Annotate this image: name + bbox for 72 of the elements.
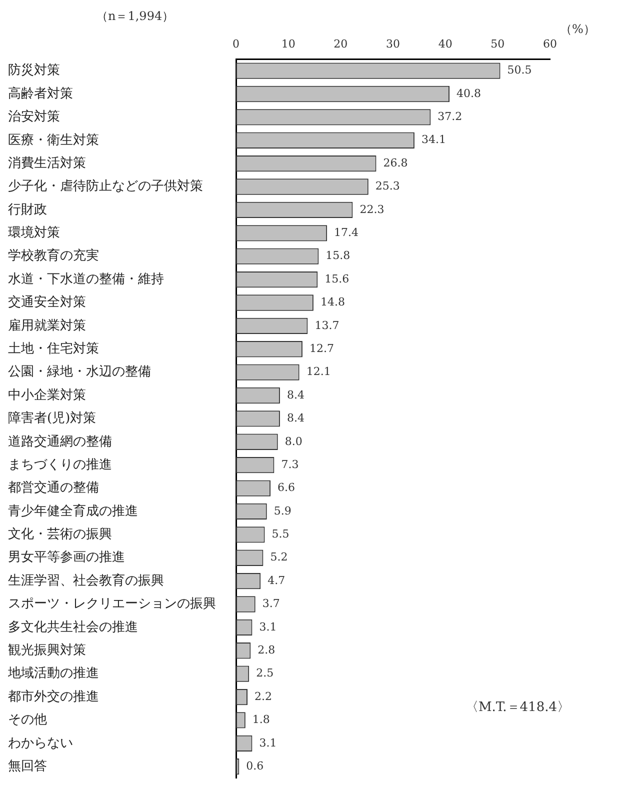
y-tick-label: 少子化・虐待防止などの子供対策	[8, 178, 203, 194]
x-tick-label: 10	[281, 37, 296, 50]
y-tick-label: 中小企業対策	[8, 386, 86, 403]
y-tick-label: 行財政	[8, 202, 47, 218]
data-label: 6.6	[278, 481, 296, 494]
y-tick-label: 高齢者対策	[8, 85, 73, 102]
data-label: 3.1	[259, 736, 277, 750]
y-tick-label: 治安対策	[8, 108, 60, 125]
y-tick-label: 無回答	[8, 758, 47, 774]
y-tick-label: 学校教育の充実	[8, 248, 99, 264]
data-label: 15.6	[324, 272, 350, 286]
data-label: 12.7	[309, 342, 334, 355]
y-tick-label: スポーツ・レクリエーションの振興	[8, 596, 216, 612]
data-label: 8.4	[286, 412, 304, 425]
data-label: 50.5	[507, 64, 532, 77]
data-label: 5.5	[272, 528, 290, 541]
text: （n＝1,994）	[96, 8, 174, 25]
x-tick-label: 60	[543, 37, 557, 50]
data-label: 1.8	[252, 713, 270, 726]
data-label: 7.3	[281, 458, 299, 471]
y-tick-label: 水道・下水道の整備・維持	[8, 272, 164, 287]
data-label: 5.9	[274, 504, 292, 518]
data-label: 14.8	[320, 296, 345, 309]
data-label: 40.8	[456, 86, 482, 100]
x-tick-label: 0	[232, 37, 240, 50]
x-tick-label: 20	[334, 37, 348, 50]
y-tick-label: 雇用就業対策	[8, 317, 86, 334]
y-tick-label: 障害者(児)対策	[8, 410, 96, 426]
x-tick-label: 30	[386, 37, 400, 50]
y-tick-label: 土地・住宅対策	[8, 340, 99, 356]
y-tick-label: 防災対策	[8, 62, 60, 78]
x-tick-label: 40	[438, 37, 452, 50]
data-label: 34.1	[421, 133, 446, 146]
data-label: 4.7	[268, 574, 286, 587]
y-tick-label: 青少年健全育成の推進	[8, 502, 138, 519]
y-tick-label: その他	[8, 712, 47, 728]
data-label: 3.1	[259, 620, 277, 634]
y-tick-label: 都営交通の整備	[8, 480, 99, 496]
data-label: 26.8	[383, 156, 408, 170]
y-tick-label: 医療・衛生対策	[8, 132, 99, 148]
y-tick-label: 文化・芸術の振興	[8, 527, 112, 542]
data-label: 5.2	[270, 550, 288, 564]
y-tick-label: 道路交通網の整備	[8, 433, 112, 450]
y-tick-label: 地域活動の推進	[7, 666, 99, 682]
annotation: 〈M.T.＝418.4〉	[465, 699, 570, 716]
y-tick-label: 交通安全対策	[8, 294, 86, 310]
data-label: 2.8	[258, 643, 276, 656]
data-label: 2.2	[254, 690, 272, 703]
y-tick-label: 男女平等参画の推進	[8, 550, 125, 566]
y-tick-label: 環境対策	[8, 224, 60, 241]
y-tick-label: 消費生活対策	[8, 154, 86, 171]
data-label: 25.3	[375, 180, 400, 193]
data-label: 15.8	[326, 249, 350, 262]
y-tick-label: 多文化共生社会の推進	[8, 620, 138, 635]
data-label: 8.0	[284, 434, 302, 448]
x-axis-title: （%）	[560, 21, 596, 38]
data-label: 12.1	[306, 365, 331, 378]
y-tick-label: わからない	[8, 736, 73, 751]
y-tick-label: まちづくりの推進	[8, 457, 112, 472]
y-tick-label: 観光振興対策	[8, 642, 86, 658]
data-label: 13.7	[314, 318, 340, 332]
y-tick-label: 生涯学習、社会教育の振興	[8, 572, 164, 588]
data-label: 2.5	[256, 666, 274, 680]
y-tick-label: 都市外交の推進	[8, 688, 99, 704]
data-label: 22.3	[360, 202, 384, 216]
x-tick-label: 50	[490, 37, 505, 50]
data-label: 17.4	[334, 226, 359, 240]
data-label: 3.7	[262, 597, 280, 610]
y-tick-label: 公園・緑地・水辺の整備	[8, 364, 151, 380]
data-label: 37.2	[438, 110, 462, 124]
data-label: 8.4	[286, 388, 304, 402]
data-label: 0.6	[246, 759, 264, 772]
